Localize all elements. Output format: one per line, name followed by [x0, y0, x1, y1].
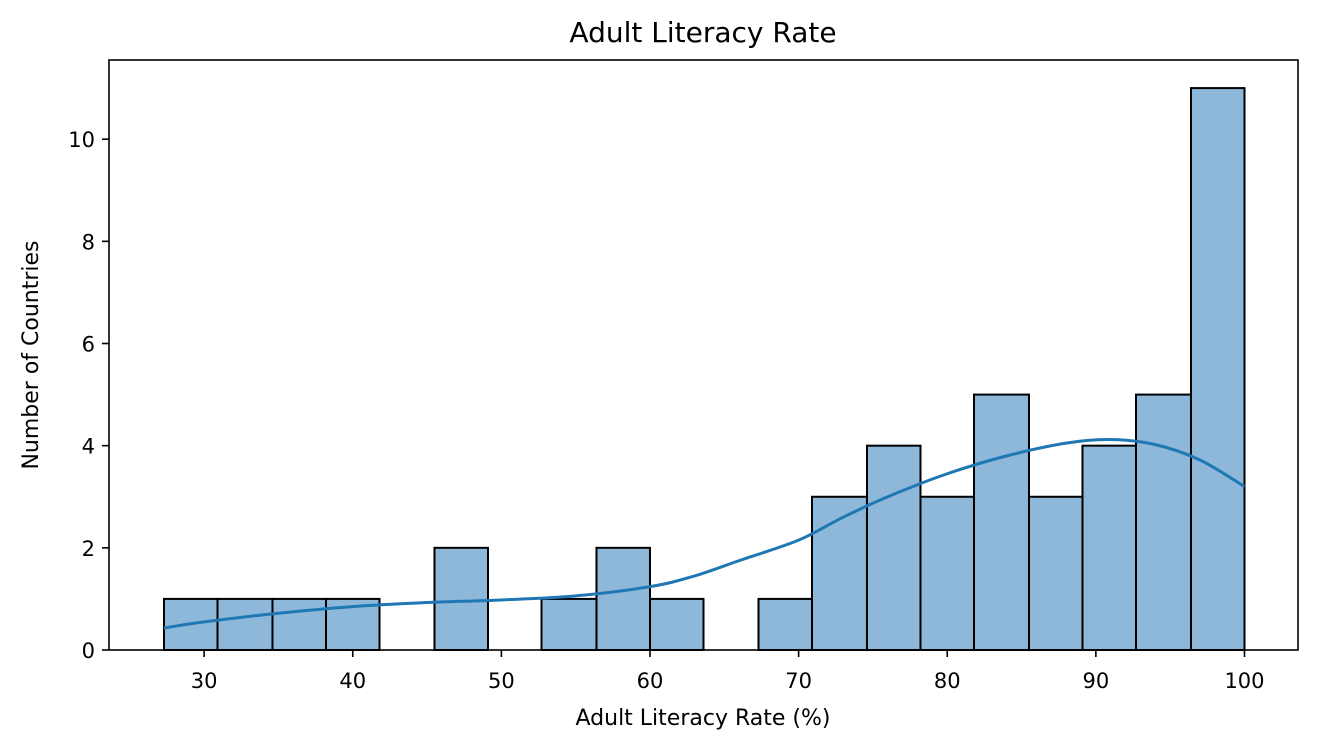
- y-tick-label: 6: [82, 333, 95, 357]
- x-tick-label: 60: [637, 669, 664, 693]
- kde-curve: [163, 438, 1246, 630]
- x-tick-label: 40: [339, 669, 366, 693]
- x-tick-label: 80: [934, 669, 961, 693]
- y-tick-label: 4: [82, 435, 95, 459]
- x-tick-label: 70: [785, 669, 812, 693]
- histogram-bar: [1134, 393, 1192, 651]
- x-tick-label: 90: [1083, 669, 1110, 693]
- y-axis-label: Number of Countries: [19, 240, 44, 469]
- x-axis-ticks: 30 40 50 60 70 80 90 100: [191, 650, 1265, 693]
- histogram-bar: [595, 546, 651, 652]
- histogram-bar: [1189, 87, 1246, 652]
- histogram-bar: [972, 393, 1030, 651]
- histogram-bar: [433, 546, 489, 652]
- y-tick-label: 8: [82, 230, 95, 254]
- y-tick-label: 0: [82, 639, 95, 663]
- x-tick-label: 30: [191, 669, 218, 693]
- plot-frame: [108, 59, 1299, 651]
- y-tick-label: 10: [68, 128, 95, 152]
- y-axis-ticks: 0 2 4 6 8 10: [68, 128, 109, 663]
- x-tick-label: 50: [488, 669, 515, 693]
- histogram-bars: [162, 87, 1246, 652]
- histogram-bar: [757, 597, 813, 651]
- histogram-bar: [919, 495, 975, 651]
- histogram-bar: [216, 597, 274, 651]
- chart-title: Adult Literacy Rate: [569, 16, 836, 49]
- histogram-bar: [271, 597, 327, 651]
- x-axis-label: Adult Literacy Rate (%): [576, 706, 831, 731]
- y-tick-label: 2: [82, 537, 95, 561]
- histogram-bar: [648, 597, 705, 651]
- histogram-bar: [865, 444, 922, 651]
- x-tick-label: 100: [1224, 669, 1264, 693]
- histogram-bar: [540, 597, 598, 651]
- histogram-bar: [1027, 495, 1084, 651]
- histogram-bar: [1081, 444, 1137, 651]
